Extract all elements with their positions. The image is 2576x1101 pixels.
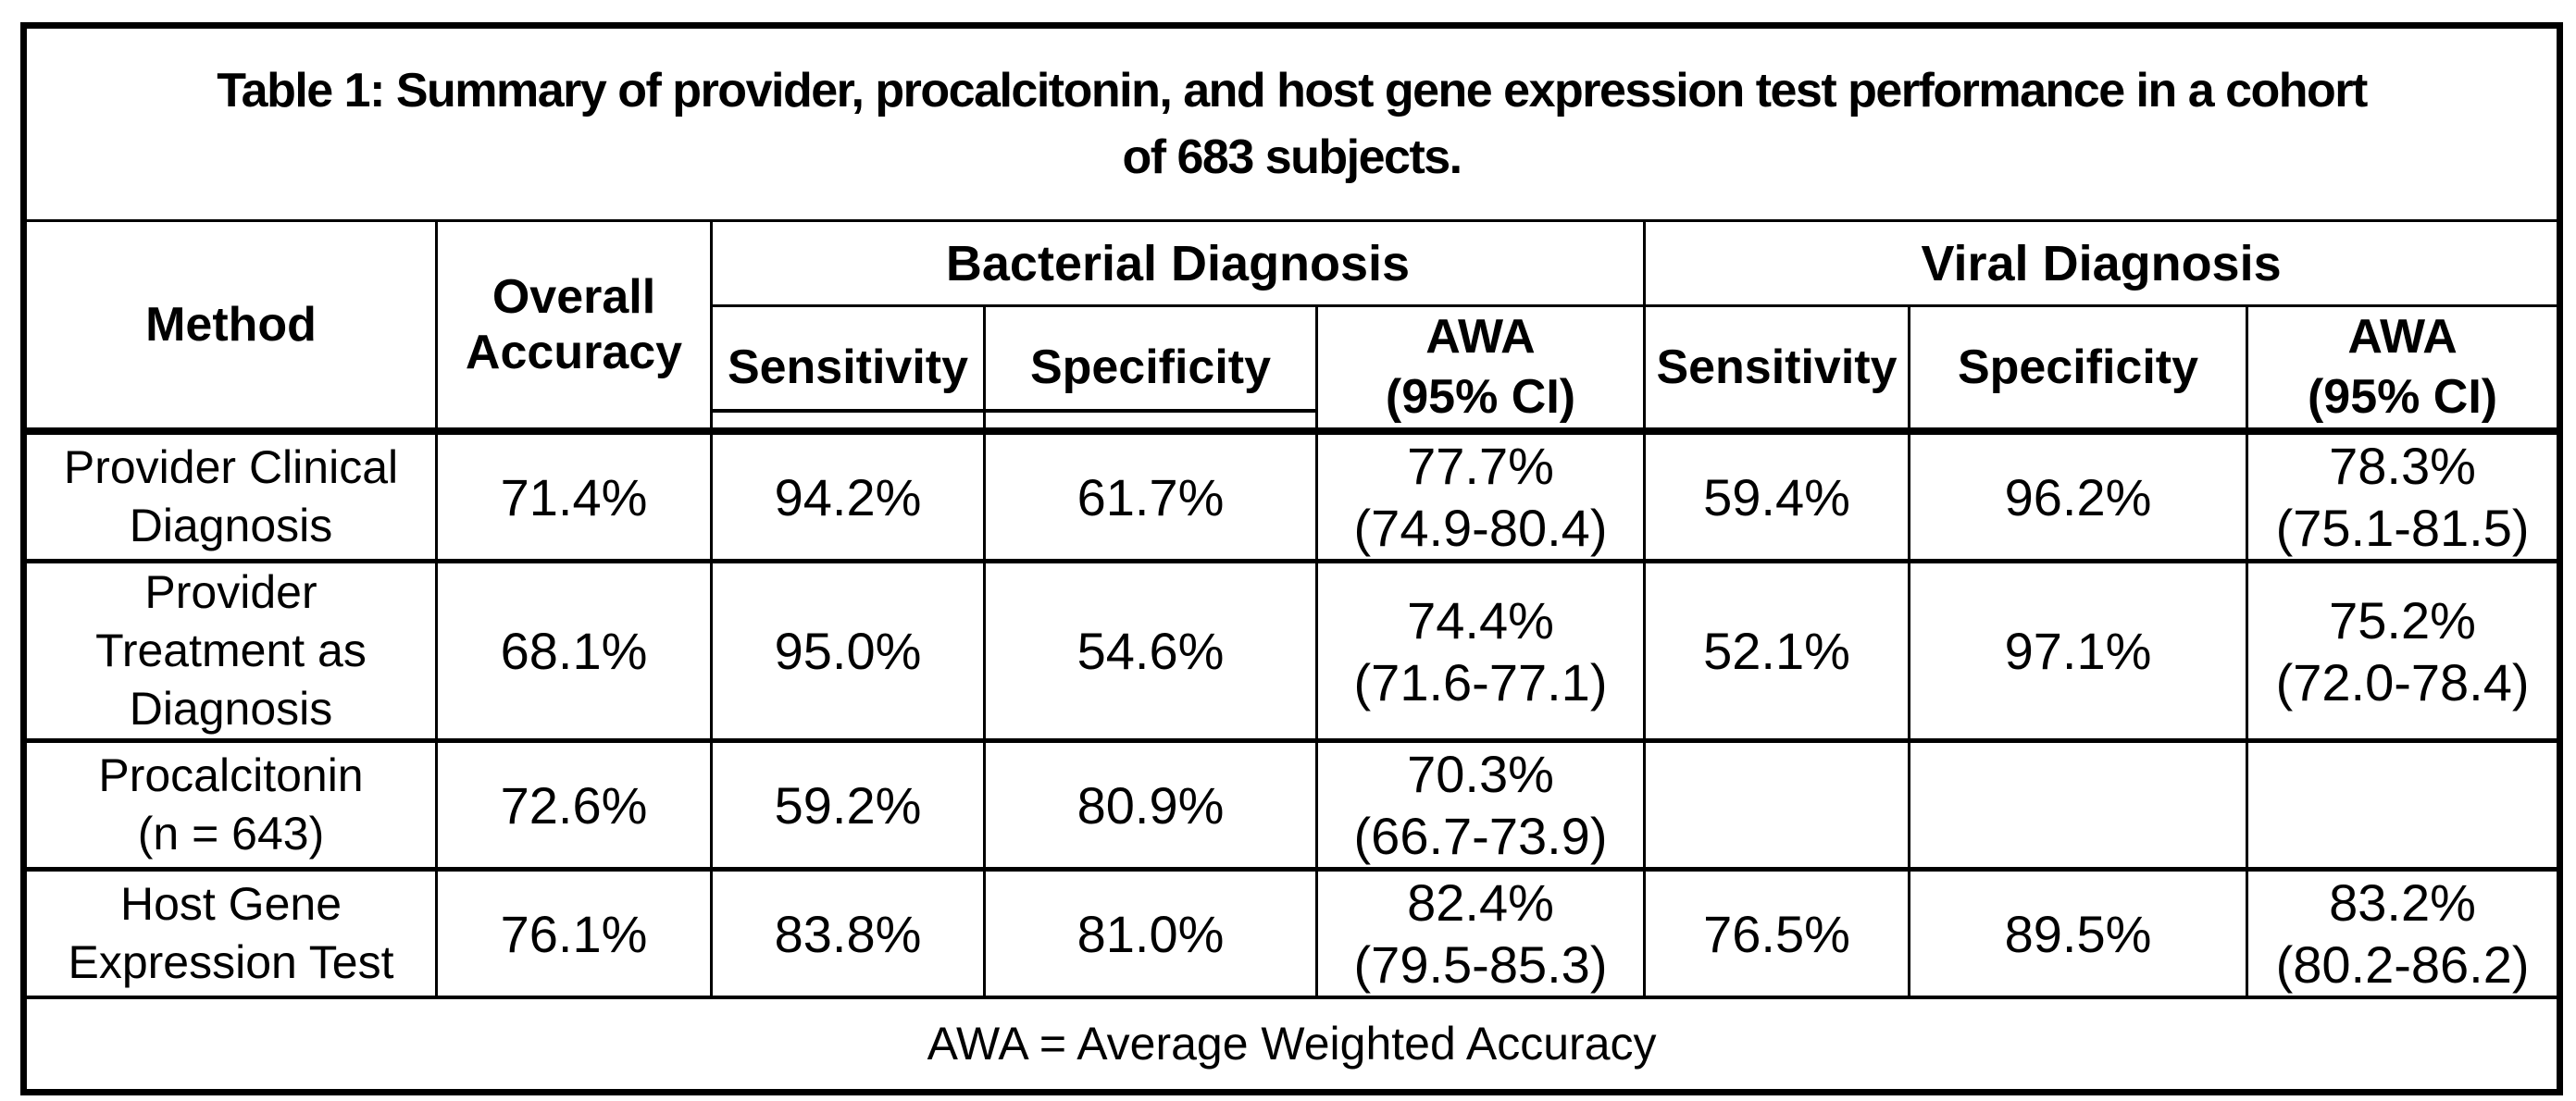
cell-bacterial-sensitivity: 83.8% [710, 869, 986, 999]
cell-bacterial-awa: 77.7% (74.9-80.4) [1315, 427, 1646, 563]
cell-viral-sensitivity: 59.4% [1643, 427, 1910, 563]
table-title-line-1: Table 1: Summary of provider, procalcito… [217, 64, 2368, 118]
cell-viral-sensitivity [1643, 740, 1910, 872]
cell-method: Provider Clinical Diagnosis [22, 427, 438, 563]
cell-viral-awa [2245, 740, 2562, 872]
cell-bacterial-awa: 70.3% (66.7-73.9) [1315, 740, 1646, 872]
performance-summary-table: Table 1: Summary of provider, procalcito… [20, 22, 2564, 1095]
cell-overall-accuracy: 72.6% [435, 740, 713, 872]
col-header-viral-specificity: Specificity [1908, 304, 2248, 435]
cell-viral-awa: 83.2% (80.2-86.2) [2245, 869, 2562, 999]
table-title-line-2: of 683 subjects. [1122, 130, 1462, 184]
cell-bacterial-specificity: 81.0% [983, 869, 1318, 999]
table-footnote-row: AWA = Average Weighted Accuracy [21, 996, 2562, 1094]
cell-viral-specificity: 96.2% [1908, 427, 2248, 563]
cell-viral-specificity: 89.5% [1908, 869, 2248, 999]
cell-viral-awa: 75.2% (72.0-78.4) [2245, 561, 2562, 743]
cell-bacterial-specificity: 61.7% [983, 427, 1318, 563]
col-header-bacterial-sensitivity: Sensitivity [710, 304, 986, 435]
col-header-bacterial-awa: AWA (95% CI) [1315, 304, 1646, 435]
cell-overall-accuracy: 76.1% [435, 869, 713, 999]
cell-bacterial-sensitivity: 59.2% [710, 740, 986, 872]
cell-viral-sensitivity: 52.1% [1643, 561, 1910, 743]
header-underline [987, 409, 1314, 413]
cell-bacterial-awa: 74.4% (71.6-77.1) [1315, 561, 1646, 743]
col-header-label: Specificity [1029, 340, 1272, 394]
cell-bacterial-specificity: 80.9% [983, 740, 1318, 872]
cell-bacterial-awa: 82.4% (79.5-85.3) [1315, 869, 1646, 999]
table-row-procalcitonin: Procalcitonin (n = 643) 72.6% 59.2% 80.9… [22, 740, 2562, 872]
table-row-provider-clinical-diagnosis: Provider Clinical Diagnosis 71.4% 94.2% … [22, 427, 2562, 563]
cell-method: Provider Treatment as Diagnosis [22, 561, 438, 743]
col-header-viral-awa: AWA (95% CI) [2245, 304, 2562, 435]
cell-bacterial-sensitivity: 95.0% [710, 561, 986, 743]
cell-method: Procalcitonin (n = 643) [22, 740, 438, 872]
table-row-host-gene-expression-test: Host Gene Expression Test 76.1% 83.8% 81… [22, 869, 2562, 999]
header-sub-row: Sensitivity Specificity AWA (95% CI) Sen… [24, 304, 2562, 435]
group-header-bacterial-diagnosis: Bacterial Diagnosis [710, 219, 1646, 307]
table-row-provider-treatment-as-diagnosis: Provider Treatment as Diagnosis 68.1% 95… [22, 561, 2562, 743]
col-header-viral-sensitivity: Sensitivity [1643, 304, 1910, 435]
cell-viral-sensitivity: 76.5% [1643, 869, 1910, 999]
table-title: Table 1: Summary of provider, procalcito… [21, 24, 2562, 222]
cell-viral-specificity: 97.1% [1908, 561, 2248, 743]
group-header-viral-diagnosis: Viral Diagnosis [1642, 219, 2562, 307]
table-footnote: AWA = Average Weighted Accuracy [21, 996, 2562, 1094]
col-header-bacterial-specificity: Specificity [983, 304, 1318, 435]
col-header-label: Sensitivity [727, 340, 969, 394]
col-header-method: Method [22, 219, 438, 433]
cell-overall-accuracy: 71.4% [435, 427, 713, 563]
cell-bacterial-specificity: 54.6% [983, 561, 1318, 743]
cell-viral-awa: 78.3% (75.1-81.5) [2245, 427, 2562, 563]
cell-bacterial-sensitivity: 94.2% [710, 427, 986, 563]
header-underline [714, 409, 982, 413]
table-title-row: Table 1: Summary of provider, procalcito… [21, 24, 2562, 222]
cell-viral-specificity [1908, 740, 2248, 872]
cell-method: Host Gene Expression Test [22, 869, 438, 999]
col-header-overall-accuracy: Overall Accuracy [435, 219, 713, 433]
header-group-row: Method Overall Accuracy Bacterial Diagno… [22, 219, 2562, 433]
cell-overall-accuracy: 68.1% [435, 561, 713, 743]
